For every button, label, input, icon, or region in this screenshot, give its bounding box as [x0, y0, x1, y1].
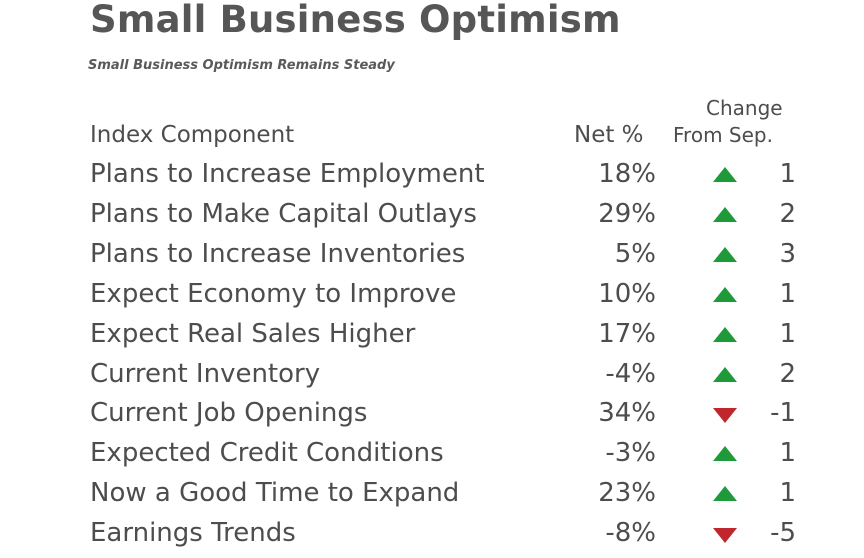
- row-change-value: -1: [770, 398, 796, 429]
- row-net-value: 34%: [598, 398, 656, 429]
- row-label: Plans to Make Capital Outlays: [90, 198, 477, 229]
- row-label: Expect Economy to Improve: [90, 278, 457, 309]
- row-change-value: 1: [779, 318, 796, 349]
- row-label: Expected Credit Conditions: [90, 438, 444, 469]
- table-row: Plans to Increase Employment 18% 1: [0, 154, 864, 194]
- table-row: Expect Economy to Improve 10% 1: [0, 274, 864, 314]
- row-net-value: 18%: [598, 159, 656, 189]
- triangle-up-icon: [713, 326, 737, 342]
- page-title: Small Business Optimism: [90, 0, 621, 41]
- triangle-up-icon: [713, 167, 737, 182]
- row-label: Expect Real Sales Higher: [90, 318, 416, 349]
- table-row: Plans to Make Capital Outlays 29% 2: [0, 194, 864, 234]
- table-row: Expect Real Sales Higher 17% 1: [0, 314, 864, 354]
- row-change-value: 1: [779, 159, 796, 189]
- table-row: Earnings Trends -8% -5: [0, 513, 864, 553]
- column-header-change-line2: From Sep.: [673, 123, 773, 147]
- table-row: Current Job Openings 34% -1: [0, 393, 864, 433]
- row-net-value: 17%: [598, 318, 656, 349]
- row-label: Plans to Increase Inventories: [90, 238, 466, 269]
- row-label: Current Inventory: [90, 358, 321, 389]
- column-header-net: Net %: [574, 122, 644, 148]
- table-row: Current Inventory -4% 2: [0, 354, 864, 394]
- row-label: Plans to Increase Employment: [90, 159, 485, 189]
- row-change-value: 2: [779, 198, 796, 229]
- row-net-value: 29%: [598, 198, 656, 229]
- triangle-up-icon: [713, 246, 737, 262]
- row-net-value: 5%: [614, 238, 656, 269]
- table-row: Now a Good Time to Expand 23% 1: [0, 473, 864, 513]
- triangle-up-icon: [713, 366, 737, 382]
- row-change-value: 1: [779, 478, 796, 509]
- triangle-up-icon: [713, 286, 737, 302]
- table-row: Expected Credit Conditions -3% 1: [0, 433, 864, 473]
- row-change-value: -5: [770, 518, 796, 549]
- page-subtitle: Small Business Optimism Remains Steady: [88, 58, 395, 73]
- triangle-down-icon: [713, 408, 737, 424]
- column-header-change-line1: Change: [706, 96, 783, 120]
- triangle-up-icon: [713, 206, 737, 222]
- row-net-value: -4%: [605, 358, 656, 389]
- row-change-value: 1: [779, 438, 796, 469]
- triangle-up-icon: [713, 446, 737, 462]
- triangle-down-icon: [713, 528, 737, 544]
- row-net-value: 23%: [598, 478, 656, 509]
- triangle-up-icon: [713, 486, 737, 502]
- column-header-component: Index Component: [90, 122, 295, 148]
- row-net-value: -8%: [605, 518, 656, 549]
- row-change-value: 3: [779, 238, 796, 269]
- row-label: Earnings Trends: [90, 518, 296, 549]
- row-net-value: 10%: [598, 278, 656, 309]
- row-net-value: -3%: [605, 438, 656, 469]
- row-change-value: 2: [779, 358, 796, 389]
- row-change-value: 1: [779, 278, 796, 309]
- row-label: Now a Good Time to Expand: [90, 478, 460, 509]
- table-row: Plans to Increase Inventories 5% 3: [0, 234, 864, 274]
- row-label: Current Job Openings: [90, 398, 368, 429]
